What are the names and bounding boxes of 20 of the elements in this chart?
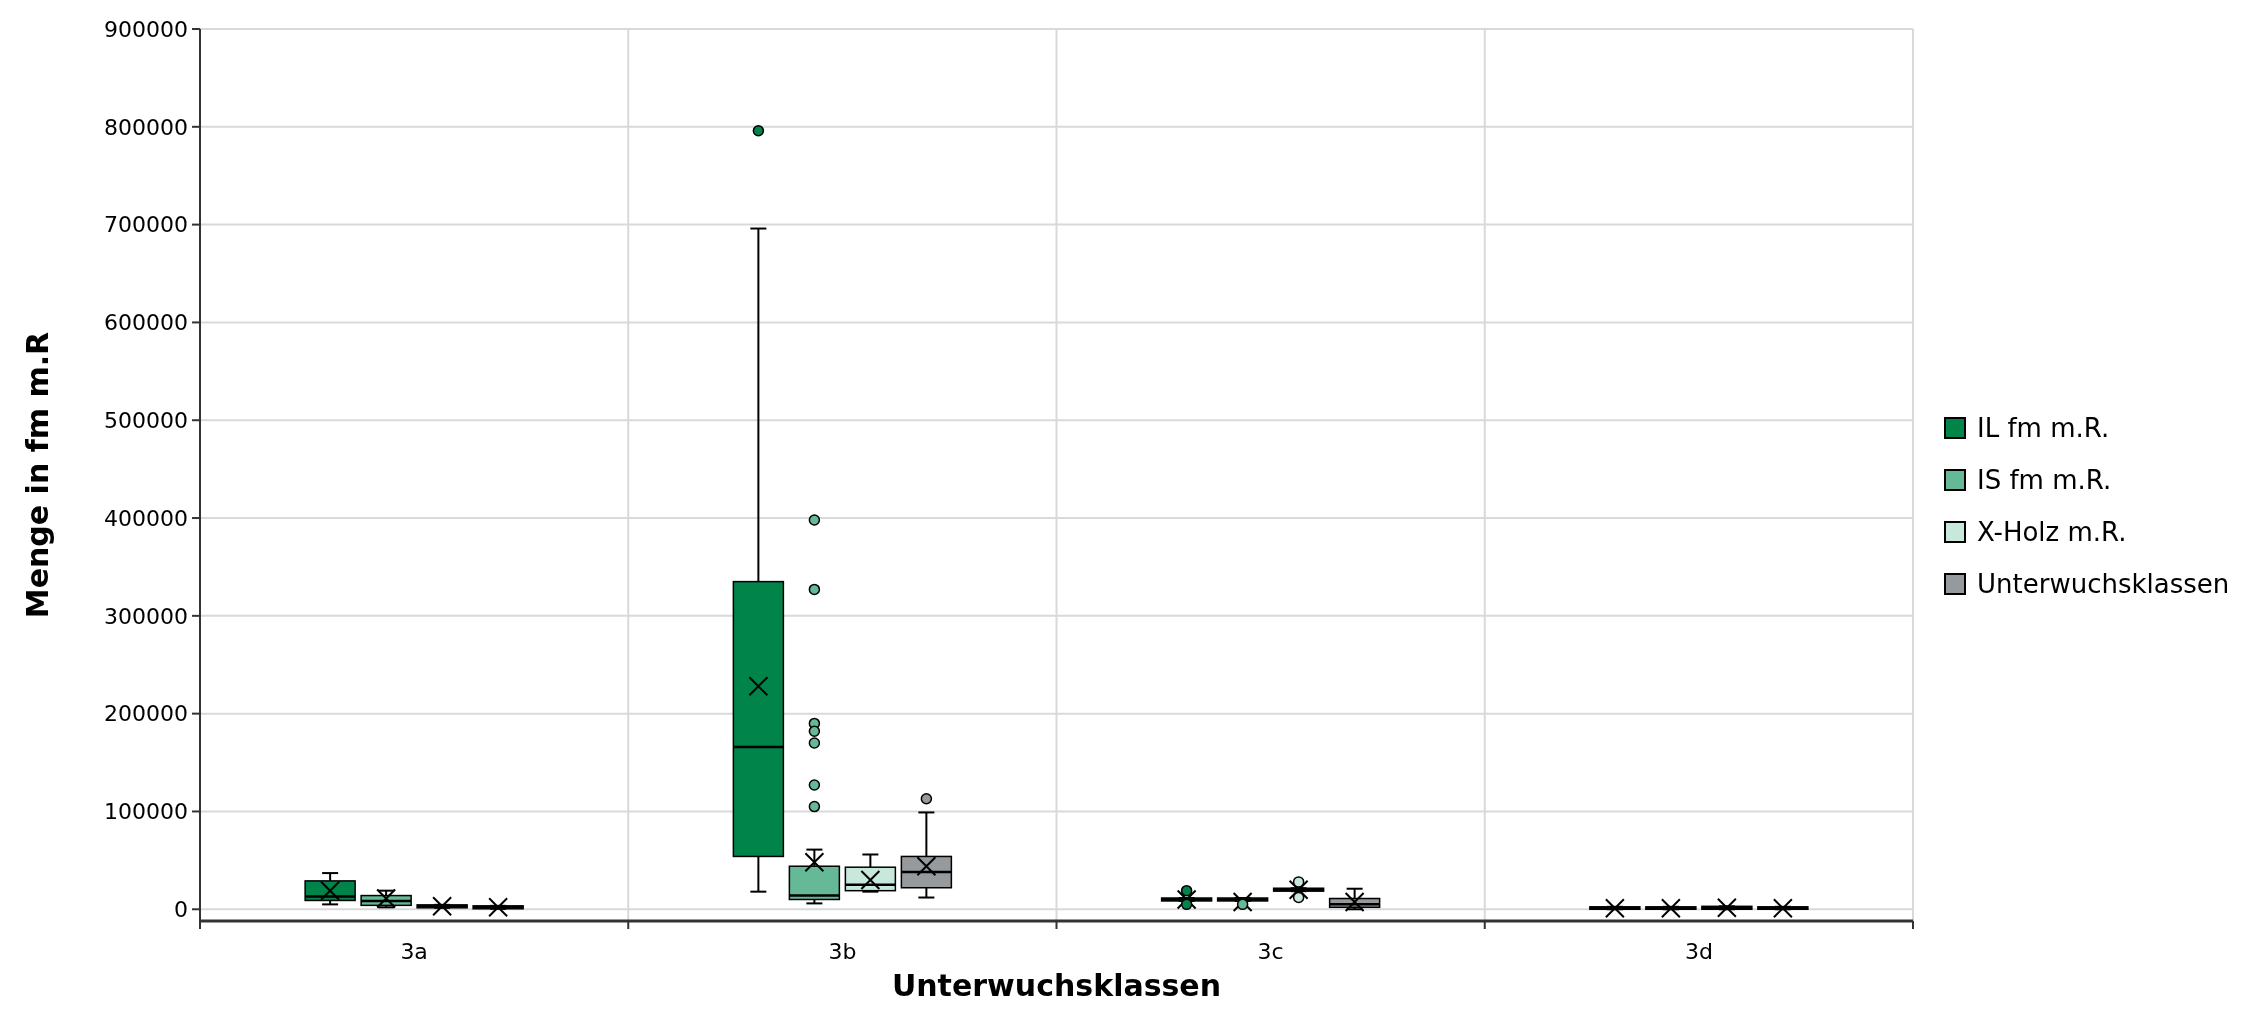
legend-label: IL fm m.R. bbox=[1977, 413, 2110, 444]
y-tick-label: 100000 bbox=[104, 799, 188, 825]
legend-label: IS fm m.R. bbox=[1977, 465, 2112, 496]
y-tick-label: 700000 bbox=[104, 212, 188, 238]
x-tick-label: 3d bbox=[1684, 939, 1713, 964]
y-axis-title: Menge in fm m.R bbox=[20, 331, 55, 619]
x-tick-label: 3a bbox=[400, 939, 428, 964]
x-tick-label: 3c bbox=[1257, 939, 1284, 964]
x-tick-label: 3b bbox=[828, 939, 857, 964]
legend-label: X-Holz m.R. bbox=[1977, 517, 2127, 548]
y-tick-label: 300000 bbox=[104, 603, 188, 629]
y-tick-label: 800000 bbox=[104, 114, 188, 140]
y-tick-label: 500000 bbox=[104, 407, 188, 433]
y-tick-label: 900000 bbox=[104, 16, 188, 42]
x-axis-title: Unterwuchsklassen bbox=[891, 968, 1222, 1003]
legend-label: Unterwuchsklassen bbox=[1977, 569, 2230, 600]
y-tick-label: 0 bbox=[174, 896, 188, 922]
y-tick-label: 400000 bbox=[104, 505, 188, 531]
y-tick-label: 200000 bbox=[104, 701, 188, 727]
y-tick-label: 600000 bbox=[104, 310, 188, 336]
